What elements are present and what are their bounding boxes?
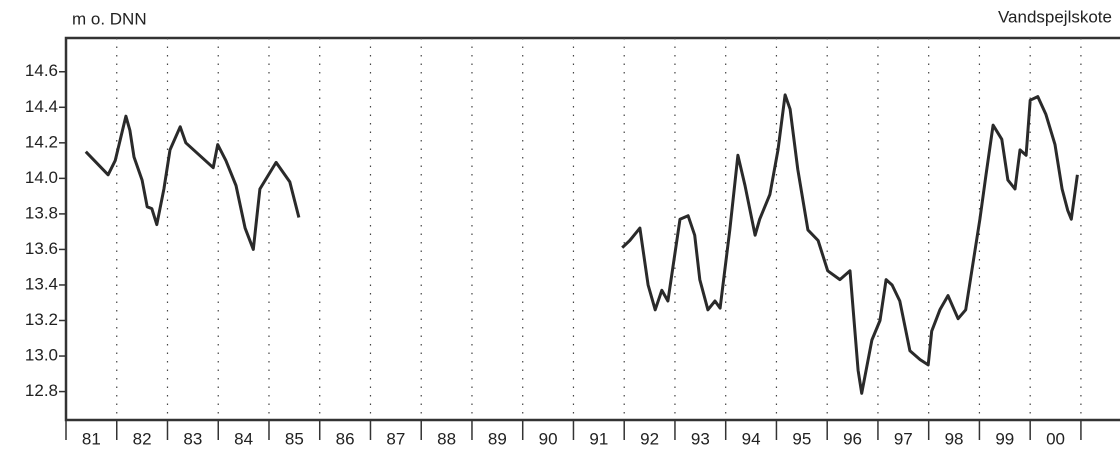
- y-tick-label: 13.6: [25, 239, 58, 258]
- chart-title: Vandspejlskote: [998, 7, 1112, 26]
- x-tick-label: 82: [133, 429, 152, 448]
- x-tick-label: 98: [945, 429, 964, 448]
- line-series: [84, 93, 1079, 395]
- x-tick-label: 81: [82, 429, 101, 448]
- y-tick-label: 13.8: [25, 203, 58, 222]
- y-axis-label: m o. DNN: [72, 9, 147, 28]
- plot-frame: [64, 36, 1120, 422]
- x-tick-label: 89: [488, 429, 507, 448]
- x-tick-label: 85: [285, 429, 304, 448]
- x-tick-label: 94: [742, 429, 761, 448]
- x-tick-label: 00: [1046, 429, 1065, 448]
- y-tick-label: 14.2: [25, 132, 58, 151]
- x-tick-label: 96: [843, 429, 862, 448]
- y-tick-label: 14.0: [25, 168, 58, 187]
- x-tick-label: 92: [640, 429, 659, 448]
- x-tick-label: 93: [691, 429, 710, 448]
- x-tick-label: 83: [183, 429, 202, 448]
- x-tick-label: 87: [386, 429, 405, 448]
- y-tick-label: 14.6: [25, 61, 58, 80]
- y-tick-label: 13.2: [25, 310, 58, 329]
- x-tick-label: 97: [894, 429, 913, 448]
- x-tick-label: 90: [539, 429, 558, 448]
- x-tick-label: 84: [234, 429, 253, 448]
- y-tick-label: 13.0: [25, 346, 58, 365]
- y-tick-label: 14.4: [25, 97, 58, 116]
- x-tick-label: 95: [792, 429, 811, 448]
- x-tick-label: 88: [437, 429, 456, 448]
- x-tick-label: 86: [336, 429, 355, 448]
- x-tick-label: 91: [589, 429, 608, 448]
- y-tick-label: 13.4: [25, 274, 58, 293]
- x-tick-label: 99: [995, 429, 1014, 448]
- y-tick-label: 12.8: [25, 381, 58, 400]
